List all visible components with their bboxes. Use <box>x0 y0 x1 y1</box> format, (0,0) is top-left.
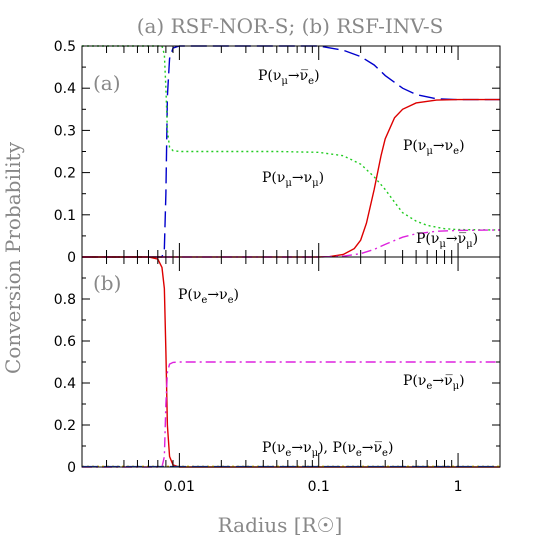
series-label-0-1: P(νμ→νe) <box>403 138 465 157</box>
axes: 0 0.1 0.2 0.3 0.4 0.5 0 0.2 0.4 0.6 0.8 0.01 0.1 1 <box>54 39 501 495</box>
series-label-part: → <box>432 373 444 389</box>
series-label-part: ν̅ <box>458 231 467 247</box>
series-label-part: ν <box>303 440 312 456</box>
series-label-part: P( <box>262 170 277 186</box>
series-label-part: e <box>356 448 362 459</box>
series-label-1-2: P(νe→νμ), P(νe→ν̅e) <box>262 440 393 459</box>
series-line-1-1 <box>82 361 500 468</box>
series-label-part: μ <box>439 239 446 250</box>
series-label-part: ), P( <box>318 440 347 456</box>
series-label-part: e <box>426 381 432 392</box>
series-line-0-3 <box>82 229 501 258</box>
series-label-part: → <box>292 170 304 186</box>
y-tick-label: 0.1 <box>54 208 76 224</box>
series-label-part: μ <box>466 239 473 250</box>
series-label-part: → <box>288 68 300 84</box>
series-label-part: μ <box>281 76 288 87</box>
series-label-part: ν̅ <box>444 373 453 389</box>
x-axis-label: Radius [R☉] <box>218 513 343 537</box>
x-tick-label: 0.1 <box>308 479 330 495</box>
y-tick-label: 0.2 <box>54 418 76 434</box>
y-axis-label: Conversion Probability <box>1 141 25 374</box>
chart-title: (a) RSF-NOR-S; (b) RSF-INV-S <box>137 14 444 38</box>
series-label-1-1: P(νe→ν̅μ) <box>403 373 465 392</box>
y-tick-label: 0.8 <box>54 292 76 308</box>
series-label-part: ν <box>273 68 282 84</box>
series-label-part: ν <box>304 170 313 186</box>
series-label-part: ν <box>193 287 202 303</box>
series-label-part: ν <box>277 440 286 456</box>
series-label-part: e <box>228 295 234 306</box>
series-label-part: ) <box>473 231 478 247</box>
series-label-part: P( <box>403 373 418 389</box>
series-label-part: ν <box>418 373 427 389</box>
x-tick-label: 0.01 <box>164 479 195 495</box>
series-label-part: P( <box>416 231 431 247</box>
series-label-0-2: P(νμ→νμ) <box>262 170 324 189</box>
series-label-part: ν <box>431 231 440 247</box>
series-label-part: ) <box>459 373 464 389</box>
series-label-part: ν <box>445 138 454 154</box>
series-label-part: P( <box>258 68 273 84</box>
series-line-0-1 <box>82 98 500 258</box>
y-tick-label: 0.6 <box>54 334 76 350</box>
series-label-part: μ <box>426 146 433 157</box>
series-label-part: ν <box>277 170 286 186</box>
series-label-part: ) <box>388 440 393 456</box>
y-tick-label: 0.5 <box>54 39 76 55</box>
series-line-0-2 <box>82 45 501 231</box>
series-line-1-0 <box>82 256 500 468</box>
series-label-part: e <box>453 146 459 157</box>
series-label-part: ν <box>219 287 228 303</box>
series-label-0-3: P(νμ→ν̅μ) <box>416 231 478 250</box>
y-tick-label: 0.4 <box>54 376 76 392</box>
series-label-part: e <box>382 448 388 459</box>
series-label-part: ) <box>314 68 319 84</box>
series-label-part: μ <box>312 448 319 459</box>
y-tick-label: 0 <box>67 460 76 476</box>
series-label-part: μ <box>285 178 292 189</box>
series-label-part: ν <box>418 138 427 154</box>
series-label-part: μ <box>312 178 319 189</box>
panel-label-1: (b) <box>93 271 121 295</box>
series-label-part: ) <box>319 170 324 186</box>
series-label-part: ν <box>347 440 356 456</box>
series-label-part: P( <box>403 138 418 154</box>
series-label-part: → <box>446 231 458 247</box>
y-tick-label: 0.3 <box>54 123 76 139</box>
series-label-part: → <box>362 440 374 456</box>
series-label-1-0: P(νe→νe) <box>178 287 239 306</box>
series-label-part: e <box>201 295 207 306</box>
y-tick-label: 0 <box>67 250 76 266</box>
series-label-part: P( <box>262 440 277 456</box>
y-tick-label: 0.4 <box>54 81 76 97</box>
series-label-part: → <box>207 287 219 303</box>
series-label-part: e <box>308 76 314 87</box>
x-tick-label: 1 <box>454 479 463 495</box>
series-label-part: ν̅ <box>374 440 383 456</box>
series-label-part: ν̅ <box>300 68 309 84</box>
series-label-part: e <box>285 448 291 459</box>
annotations: P(νμ→ν̅e)P(νμ→νe)P(νμ→νμ)P(νμ→ν̅μ)(a)P(ν… <box>93 68 478 459</box>
series-label-part: ) <box>234 287 239 303</box>
series-line-0-0 <box>82 45 500 258</box>
series-label-part: ) <box>459 138 464 154</box>
y-tick-label: 0.2 <box>54 166 76 182</box>
series-label-0-0: P(νμ→ν̅e) <box>258 68 320 87</box>
panel-label-0: (a) <box>93 71 121 95</box>
series-label-part: μ <box>453 381 460 392</box>
series-label-part: P( <box>178 287 193 303</box>
series-label-part: → <box>291 440 303 456</box>
series-label-part: → <box>433 138 445 154</box>
